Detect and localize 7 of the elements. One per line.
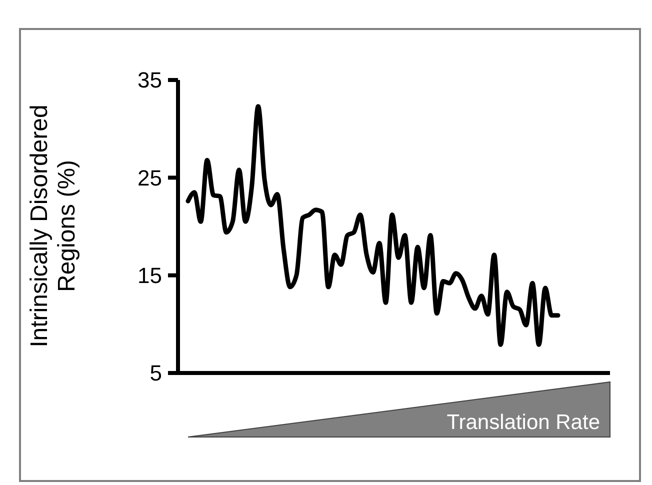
- y-tick-label: 25: [138, 165, 162, 190]
- line-series: [186, 104, 560, 347]
- y-tick-label: 35: [138, 68, 162, 93]
- y-tick-label: 5: [150, 360, 162, 386]
- y-axis-title: Intrinsically Disordered Regions (%): [26, 104, 80, 348]
- text: Translation Rate: [446, 411, 600, 434]
- y-tick-label: 15: [138, 263, 162, 288]
